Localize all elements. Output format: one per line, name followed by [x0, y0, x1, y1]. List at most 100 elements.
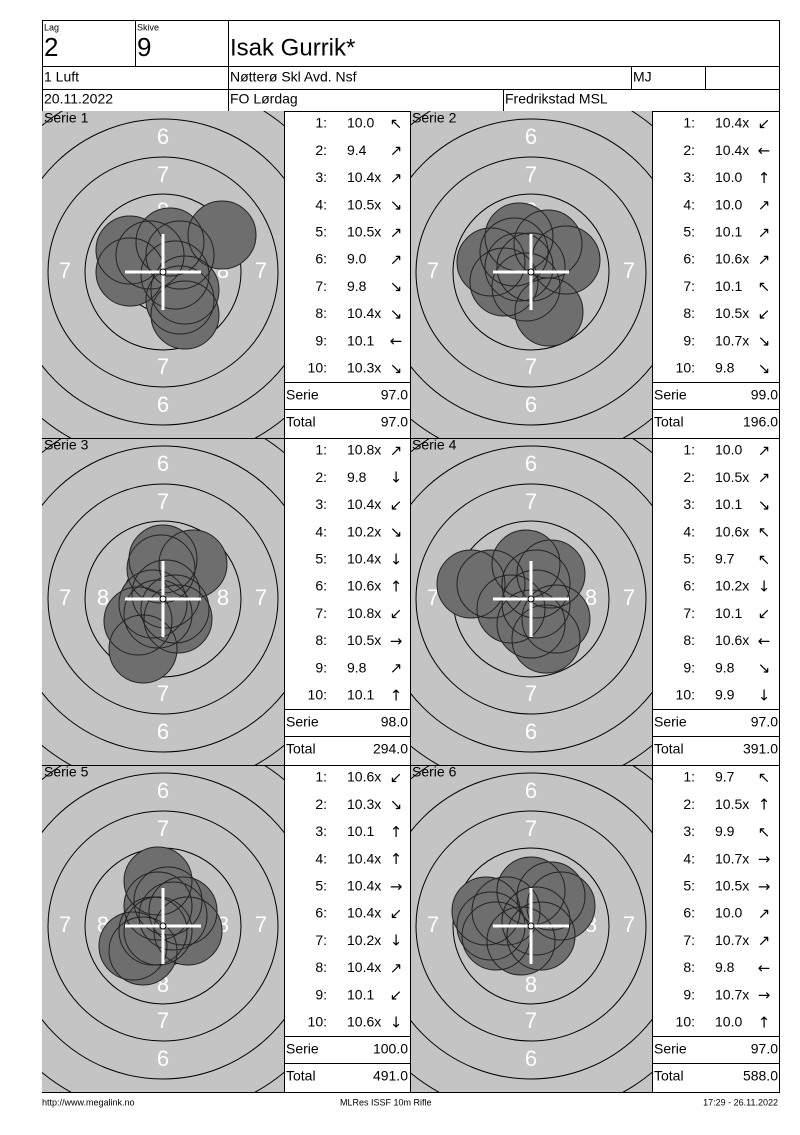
- text: 4:: [683, 196, 695, 212]
- text: 10.3x: [347, 360, 381, 376]
- text: ↘: [758, 332, 771, 350]
- shot-outline: [471, 876, 541, 946]
- text: 10.2x: [347, 932, 381, 948]
- text: 2: [44, 32, 58, 62]
- text: 1:: [315, 769, 327, 785]
- text: 10.5x: [715, 878, 749, 894]
- ring: [410, 772, 652, 1080]
- ring-label: 8: [97, 585, 109, 610]
- target: 6677778888: [410, 438, 652, 765]
- text: 99.0: [751, 387, 778, 403]
- text: 10.1: [715, 496, 742, 512]
- shot-outline: [476, 574, 546, 644]
- text: 9.8: [715, 959, 735, 975]
- text: ↗: [390, 142, 403, 160]
- ring-label: 7: [157, 1008, 169, 1033]
- ring-label: 7: [157, 354, 169, 379]
- series-title: Serie 6: [412, 764, 457, 780]
- text: 10.5x: [347, 632, 381, 648]
- text: 588.0: [743, 1068, 778, 1084]
- ring-label: 7: [59, 585, 71, 610]
- text: ↖: [758, 769, 771, 787]
- shot-outline: [145, 265, 215, 335]
- text: ↙: [390, 496, 403, 514]
- text: 9.4: [347, 142, 367, 158]
- text: Serie: [286, 714, 319, 730]
- text: ←: [390, 332, 403, 350]
- text: 10.7x: [715, 986, 749, 1002]
- text: Fredrikstad MSL: [505, 91, 608, 107]
- text: 2:: [315, 796, 327, 812]
- text: →: [758, 850, 771, 868]
- text: ↙: [390, 605, 403, 623]
- shot-hole: [502, 570, 570, 638]
- ring-label: 7: [157, 489, 169, 514]
- text: 7:: [315, 278, 327, 294]
- text: 17:29 - 26.11.2022: [703, 1097, 778, 1107]
- ring-label: 7: [525, 1008, 537, 1033]
- text: 10.6x: [347, 1014, 381, 1030]
- text: 10:: [676, 1014, 695, 1030]
- text: 10.4x: [347, 169, 381, 185]
- text: Skive: [137, 22, 159, 32]
- ring-label: 7: [427, 585, 439, 610]
- text: 3:: [315, 496, 327, 512]
- ring-label: 6: [525, 124, 537, 149]
- text: 10.0: [715, 905, 742, 921]
- text: 9.7: [715, 769, 735, 785]
- text: 1:: [683, 442, 695, 458]
- text: 1 Luft: [44, 69, 79, 85]
- text: 7:: [315, 605, 327, 621]
- text: 10.1: [347, 823, 374, 839]
- text: 10.1: [347, 986, 374, 1002]
- text: ↙: [758, 115, 771, 133]
- shot-outline: [123, 579, 193, 649]
- text: ↘: [390, 796, 403, 814]
- text: ↙: [390, 905, 403, 923]
- text: Serie: [654, 714, 687, 730]
- text: 4:: [315, 523, 327, 539]
- ring-label: 7: [157, 816, 169, 841]
- text: ↘: [758, 359, 771, 377]
- ring-label: 6: [525, 1046, 537, 1071]
- ring-label: 6: [157, 778, 169, 803]
- text: 4:: [683, 523, 695, 539]
- text: 5:: [315, 878, 327, 894]
- shot-outline: [150, 280, 220, 350]
- text: 10.4x: [715, 115, 749, 131]
- text: 3:: [683, 496, 695, 512]
- text: 3:: [683, 823, 695, 839]
- ring-label: 6: [525, 392, 537, 417]
- ring: [42, 772, 284, 1080]
- target: 6677778888: [410, 765, 652, 1092]
- ring-label: 7: [525, 354, 537, 379]
- text: 10.5x: [715, 305, 749, 321]
- text: Nøtterø Skl Avd. Nsf: [230, 69, 357, 85]
- ring: [415, 810, 647, 1042]
- ring-label: 6: [157, 124, 169, 149]
- ring: [452, 193, 610, 351]
- shot-outline: [516, 539, 586, 609]
- text: ↗: [390, 223, 403, 241]
- text: ↑: [758, 796, 771, 814]
- text: ↙: [390, 986, 403, 1004]
- text: Total: [654, 1068, 684, 1084]
- series-title: Serie 5: [44, 764, 89, 780]
- text: 4:: [315, 196, 327, 212]
- shot-outline: [187, 200, 257, 270]
- shot-outline: [501, 569, 571, 639]
- ring-label: 7: [59, 912, 71, 937]
- shot-outline: [456, 227, 526, 297]
- text: ←: [758, 959, 771, 977]
- text: 1:: [683, 769, 695, 785]
- ring-label: 7: [157, 681, 169, 706]
- target: 6677778888: [410, 111, 652, 438]
- text: ↘: [758, 659, 771, 677]
- shot-outline: [98, 911, 168, 981]
- text: 10.2x: [715, 578, 749, 594]
- text: 6:: [315, 578, 327, 594]
- text: →: [758, 986, 771, 1004]
- text: 6:: [315, 905, 327, 921]
- text: 97.0: [751, 1041, 778, 1057]
